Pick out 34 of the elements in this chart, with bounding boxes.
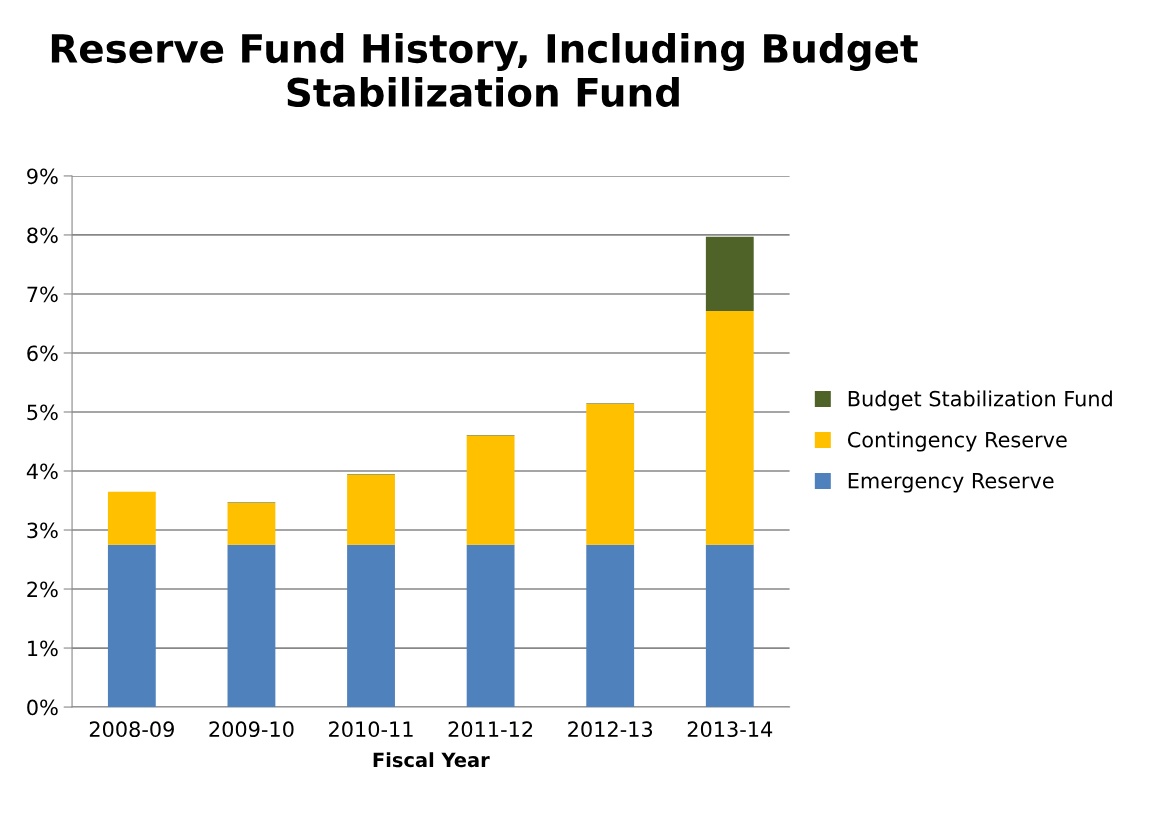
bar bbox=[227, 502, 276, 545]
legend-label: Contingency Reserve bbox=[847, 431, 1067, 452]
bar bbox=[347, 544, 395, 708]
x-tick-label: 2012-13 bbox=[568, 721, 653, 738]
bar bbox=[705, 311, 754, 545]
bar bbox=[586, 403, 635, 545]
y-tick-label: 5% bbox=[27, 404, 58, 421]
x-tick-label: 2009-10 bbox=[209, 721, 294, 738]
bar bbox=[107, 491, 156, 545]
y-tick-label: 6% bbox=[27, 345, 58, 362]
legend-label: Emergency Reserve bbox=[848, 473, 1054, 493]
bar bbox=[705, 236, 754, 312]
y-tick-label: 8% bbox=[27, 227, 58, 244]
bar bbox=[705, 544, 754, 708]
y-tick-label: 7% bbox=[27, 286, 58, 303]
y-tick-label: 2% bbox=[27, 581, 58, 598]
y-tick-label: 1% bbox=[28, 640, 58, 657]
bar bbox=[466, 435, 515, 545]
legend-label: Budget Stabilization Fund bbox=[848, 390, 1112, 411]
y-tick-label: 4% bbox=[26, 463, 58, 480]
x-tick-label: 2011-12 bbox=[448, 721, 533, 738]
bar bbox=[227, 544, 276, 708]
bar bbox=[347, 474, 395, 545]
bar bbox=[107, 544, 156, 708]
chart-title: Reserve Fund History, Including Budget Stabilization Fund bbox=[51, 33, 918, 107]
y-tick-label: 3% bbox=[27, 522, 58, 539]
bar bbox=[586, 544, 635, 708]
x-tick-label: 2010-11 bbox=[329, 721, 413, 738]
y-tick-label: 0% bbox=[27, 699, 58, 716]
x-tick-label: 2008-09 bbox=[89, 721, 174, 738]
x-tick-label: 2013-14 bbox=[687, 721, 773, 738]
x-axis-title: Fiscal Year bbox=[373, 752, 490, 768]
bar bbox=[466, 544, 515, 708]
y-tick-label: 9% bbox=[27, 168, 58, 185]
